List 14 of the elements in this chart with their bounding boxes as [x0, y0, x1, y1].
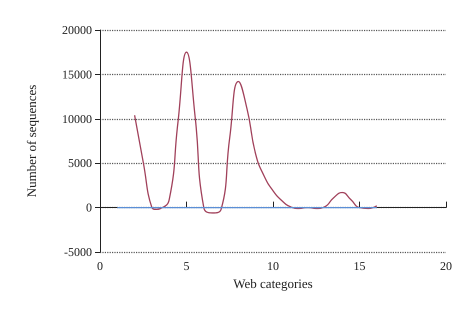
- y-tick-label: 5000: [68, 156, 92, 170]
- x-tick-label: 5: [184, 259, 190, 273]
- y-tick-label: -5000: [64, 245, 92, 259]
- x-tick-label: 0: [97, 259, 103, 273]
- y-tick-label: 10000: [62, 112, 92, 126]
- line-series: [134, 52, 378, 214]
- x-tick-label: 15: [354, 259, 366, 273]
- x-axis-title: Web categories: [233, 276, 313, 291]
- x-tick-label: 20: [440, 259, 452, 273]
- y-tick-label: 20000: [62, 23, 92, 37]
- y-tick-label: 15000: [62, 67, 92, 82]
- y-tick-label: 0: [86, 200, 92, 215]
- x-tick-label: 10: [267, 259, 279, 273]
- y-axis-title: Number of sequences: [24, 84, 39, 198]
